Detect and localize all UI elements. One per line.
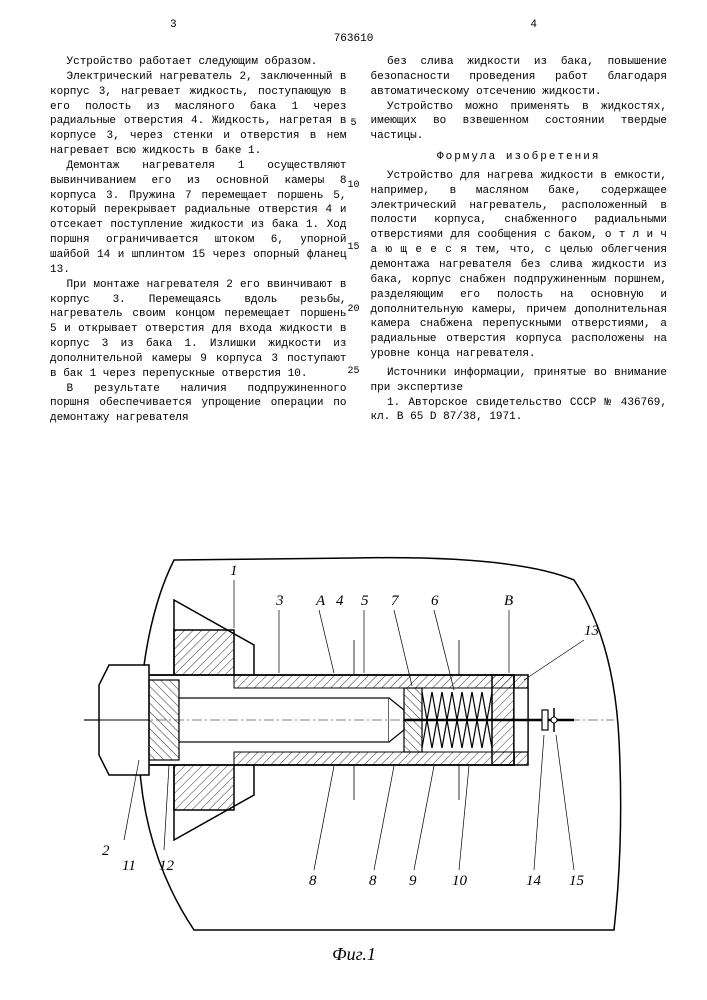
- left-column: Устройство работает следующим образом. Э…: [50, 55, 347, 426]
- callout-3: 3: [275, 593, 284, 609]
- callout-11: 11: [122, 858, 136, 874]
- right-column: без слива жидкости из бака, повышение бе…: [371, 55, 668, 426]
- callout-B: В: [504, 593, 513, 609]
- para: Электрический нагреватель 2, заключенный…: [50, 70, 347, 159]
- formula-heading: Формула изобретения: [371, 150, 668, 165]
- callout-6: 6: [431, 593, 439, 609]
- figure-label: Фиг.1: [332, 944, 376, 964]
- callout-5: 5: [361, 593, 369, 609]
- text-columns: Устройство работает следующим образом. Э…: [50, 55, 667, 426]
- callout-12: 12: [159, 858, 175, 874]
- para: Демонтаж нагревателя 1 осуществляют выви…: [50, 159, 347, 278]
- callout-9: 9: [409, 873, 417, 889]
- callout-1: 1: [230, 563, 238, 579]
- callout-A: А: [315, 593, 326, 609]
- callout-8: 8: [309, 873, 317, 889]
- page-number-right: 4: [530, 18, 537, 33]
- callout-4: 4: [336, 593, 344, 609]
- figure-svg: 1 3 А 4 5 7 6 В 13 2 11 12 8 8 9 10 14 1…: [54, 540, 654, 980]
- sources-heading: Источники информации, принятые во вниман…: [371, 366, 668, 396]
- para: Устройство для нагрева жидкости в емкост…: [371, 169, 668, 362]
- document-number: 763610: [0, 32, 707, 47]
- para: В результате наличия подпружиненного пор…: [50, 382, 347, 427]
- callout-13: 13: [584, 623, 599, 639]
- para: Устройство можно применять в жидкостях, …: [371, 100, 668, 145]
- figure-1: 1 3 А 4 5 7 6 В 13 2 11 12 8 8 9 10 14 1…: [0, 540, 707, 980]
- para: При монтаже нагревателя 2 его ввинчивают…: [50, 278, 347, 382]
- page-number-left: 3: [170, 18, 177, 33]
- callout-14: 14: [526, 873, 542, 889]
- callout-2: 2: [102, 843, 110, 859]
- para: Устройство работает следующим образом.: [50, 55, 347, 70]
- callout-15: 15: [569, 873, 585, 889]
- callout-8b: 8: [369, 873, 377, 889]
- callout-10: 10: [452, 873, 468, 889]
- source-entry: 1. Авторское свидетельство СССР № 436769…: [371, 396, 668, 426]
- para: без слива жидкости из бака, повышение бе…: [371, 55, 668, 100]
